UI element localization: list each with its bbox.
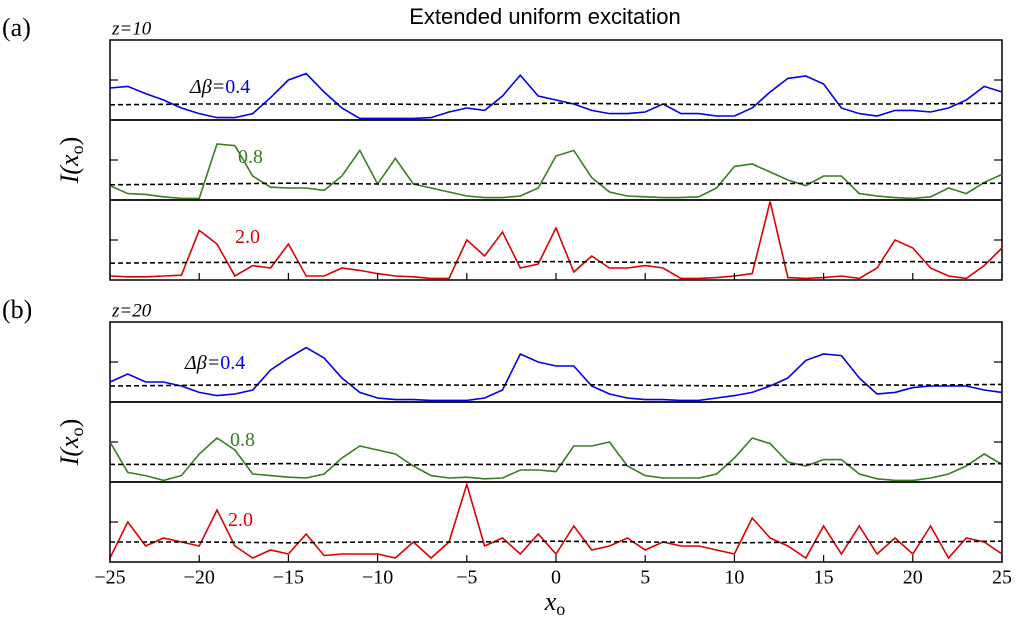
dashed-line [109, 182, 1003, 186]
x-label-main: x [544, 587, 557, 616]
x-tick-label: 0 [551, 567, 561, 589]
series-name: 0.4 [225, 76, 250, 98]
x-tick-label: 15 [814, 567, 834, 589]
dashed-line [110, 540, 1003, 544]
x-tick-label: 5 [640, 567, 650, 589]
delta-beta: Δβ= [189, 76, 225, 98]
x-tick-label: 25 [992, 567, 1012, 589]
y-label-main: I(x [55, 436, 84, 466]
y-label-close: ) [55, 419, 84, 428]
line [109, 481, 1003, 560]
chart-title: Extended uniform excitation [409, 4, 681, 29]
x-label-sub: o [556, 599, 565, 619]
dashed-line [109, 260, 1003, 265]
series-label: 2.0 [235, 226, 260, 248]
y-label-close: ) [55, 137, 84, 146]
y-axis-label: I(xo) [55, 137, 87, 185]
z-label: z=10 [111, 18, 152, 39]
x-axis-label: xo [544, 587, 566, 619]
x-tick-label: −10 [362, 567, 393, 589]
series-name: 0.8 [238, 146, 263, 168]
series-label: Δβ=0.4 [184, 352, 245, 374]
x-tick-label: −20 [184, 567, 215, 589]
x-tick-label: −25 [94, 567, 125, 589]
x-tick-label: 20 [903, 567, 923, 589]
panel-tag: (b) [2, 295, 32, 324]
series-label: 0.8 [238, 146, 263, 168]
y-label-sub: o [67, 145, 87, 154]
y-label-sub: o [67, 427, 87, 436]
line [109, 201, 1003, 280]
dashed-line [109, 383, 1003, 387]
series-name: 2.0 [228, 509, 253, 531]
x-tick-label: −5 [456, 567, 477, 589]
line [109, 143, 1003, 200]
x-tick-label: 10 [724, 567, 744, 589]
series-name: 2.0 [235, 226, 260, 248]
dashed-line [110, 462, 1003, 467]
y-axis-label: I(xo) [55, 419, 87, 467]
x-tick-label: −15 [273, 567, 304, 589]
line [109, 346, 1003, 402]
series-label: Δβ=0.4 [189, 76, 250, 98]
panel-tag: (a) [2, 13, 31, 42]
line [109, 436, 1003, 482]
z-label: z=20 [111, 300, 152, 321]
series-name: 0.4 [220, 352, 245, 374]
dashed-line [109, 102, 1003, 106]
series-name: 0.8 [230, 429, 255, 451]
y-label-main: I(x [55, 154, 84, 184]
series-label: 2.0 [228, 509, 253, 531]
delta-beta: Δβ= [184, 352, 220, 374]
series-label: 0.8 [230, 429, 255, 451]
line [109, 72, 1003, 120]
